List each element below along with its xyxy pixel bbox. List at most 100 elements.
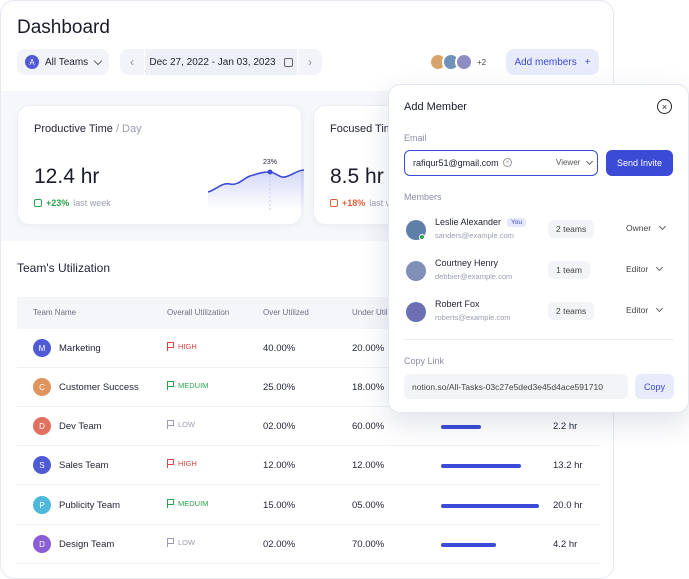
- utilization-bar-fill: [441, 425, 481, 429]
- team-name: Dev Team: [59, 421, 102, 432]
- under-utilized-value: 12.00%: [352, 460, 385, 471]
- team-name: Customer Success: [59, 382, 139, 393]
- share-link-field[interactable]: notion.so/All-Tasks-03c27e5ded3e45d4ace5…: [404, 374, 628, 399]
- member-row: Leslie Alexander You sanders@example.com 2 …: [404, 217, 674, 247]
- chevron-down-icon: [93, 56, 103, 65]
- email-field[interactable]: rafiqur51@gmail.com × Viewer: [404, 150, 598, 176]
- card-value: 8.5 hr: [330, 165, 384, 188]
- under-utilized-value: 60.00%: [352, 421, 385, 432]
- team-avatar: P: [33, 496, 51, 514]
- card-title-text: Productive Time: [34, 123, 113, 135]
- column-header: Team Name: [33, 308, 77, 317]
- member-email: sanders@example.com: [435, 231, 514, 240]
- clear-icon[interactable]: ×: [503, 158, 512, 167]
- add-members-label: Add members: [514, 56, 577, 68]
- member-name: Courtney Henry: [435, 258, 498, 268]
- team-count-badge: 1 team: [548, 261, 590, 279]
- calendar-icon: [283, 57, 293, 67]
- card-subtitle: / Day: [115, 123, 142, 135]
- team-avatar: S: [33, 456, 51, 474]
- team-avatar: C: [33, 378, 51, 396]
- member-avatar-stack[interactable]: +2: [429, 53, 486, 71]
- hours-value: 20.0 hr: [553, 500, 583, 511]
- role-select[interactable]: Viewer: [556, 157, 594, 167]
- team-name: Publicity Team: [59, 500, 121, 511]
- member-row: Courtney Henry debbier@example.com 1 team E…: [404, 258, 674, 288]
- under-utilized-value: 18.00%: [352, 382, 385, 393]
- avatar: [455, 53, 473, 71]
- page-title: Dashboard: [17, 17, 110, 38]
- over-utilized-value: 12.00%: [263, 460, 296, 471]
- role-select-value: Viewer: [556, 158, 581, 167]
- over-utilized-value: 40.00%: [263, 343, 296, 354]
- change-suffix: last w: [369, 198, 393, 208]
- utilization-title: Team's Utilization: [17, 261, 110, 275]
- date-range-text: Dec 27, 2022 - Jan 03, 2023: [149, 56, 276, 68]
- flag-icon: [167, 459, 174, 468]
- table-row[interactable]: D Design Team LOW 02.00% 70.00% 4.2 hr: [17, 525, 599, 564]
- table-row[interactable]: P Publicity Team MEDUIM 15.00% 05.00% 20.0 hr: [17, 486, 599, 525]
- priority-label: MEDUIM: [178, 499, 209, 508]
- column-header: Under Utili: [352, 308, 390, 317]
- date-range-picker: ‹ Dec 27, 2022 - Jan 03, 2023 ›: [120, 49, 322, 75]
- over-utilized-value: 02.00%: [263, 421, 296, 432]
- member-role-select[interactable]: Editor: [626, 304, 664, 315]
- email-label: Email: [404, 133, 427, 143]
- hours-value: 4.2 hr: [553, 539, 578, 550]
- utilization-bar-fill: [441, 504, 539, 508]
- member-role-value: Editor: [626, 264, 649, 274]
- priority-badge: LOW: [167, 538, 195, 547]
- team-avatar: M: [33, 339, 51, 357]
- member-role-value: Editor: [626, 305, 649, 315]
- productive-time-card: Productive Time / Day 12.4 hr +23% last …: [17, 105, 305, 225]
- send-invite-button[interactable]: Send Invite: [606, 150, 673, 176]
- copy-link-label: Copy Link: [404, 356, 445, 366]
- under-utilized-value: 70.00%: [352, 539, 385, 550]
- chevron-left-icon[interactable]: ‹: [130, 55, 134, 69]
- priority-badge: MEDUIM: [167, 499, 208, 508]
- table-row[interactable]: S Sales Team HIGH 12.00% 12.00% 13.2 hr: [17, 446, 599, 485]
- avatar: [406, 302, 426, 322]
- team-select[interactable]: A All Teams: [17, 49, 109, 75]
- trend-up-icon: [34, 199, 42, 207]
- card-value: 12.4 hr: [34, 165, 100, 188]
- over-utilized-value: 15.00%: [263, 500, 296, 511]
- member-email: debbier@example.com: [435, 272, 513, 281]
- you-badge: You: [507, 217, 527, 227]
- avatar: [406, 261, 426, 281]
- chevron-down-icon: [656, 304, 664, 313]
- add-members-button[interactable]: Add members +: [506, 49, 599, 75]
- table-row[interactable]: C Customer Success MEDUIM 25.00% 18.00%: [17, 368, 599, 407]
- avatar-overflow-count: +2: [477, 57, 487, 67]
- close-icon[interactable]: ×: [657, 99, 672, 114]
- priority-badge: MEDUIM: [167, 381, 208, 390]
- priority-label: LOW: [178, 538, 196, 547]
- member-role-select[interactable]: Editor: [626, 263, 664, 274]
- chevron-down-icon: [659, 222, 667, 231]
- copy-button[interactable]: Copy: [635, 374, 674, 399]
- team-name: Marketing: [59, 343, 101, 354]
- divider: [404, 339, 674, 340]
- priority-badge: HIGH: [167, 459, 197, 468]
- member-role-select[interactable]: Owner: [626, 222, 667, 233]
- card-title: Focused Time: [330, 123, 400, 135]
- over-utilized-value: 25.00%: [263, 382, 296, 393]
- sparkline-peak-label: 23%: [263, 159, 277, 166]
- hours-value: 2.2 hr: [553, 421, 578, 432]
- card-change: +18% last w: [330, 198, 392, 208]
- team-count-badge: 2 teams: [548, 302, 595, 320]
- card-change: +23% last week: [34, 198, 111, 208]
- sparkline-marker: [267, 169, 273, 175]
- member-name: Leslie Alexander You: [435, 217, 527, 227]
- date-range-display[interactable]: Dec 27, 2022 - Jan 03, 2023: [144, 49, 298, 75]
- table-row[interactable]: M Marketing HIGH 40.00% 20.00%: [17, 329, 599, 368]
- utilization-bar-fill: [441, 464, 521, 468]
- team-name: Sales Team: [59, 460, 109, 471]
- table-row[interactable]: D Dev Team LOW 02.00% 60.00% 2.2 hr: [17, 407, 599, 446]
- chevron-right-icon[interactable]: ›: [308, 55, 312, 69]
- utilization-bar: [441, 504, 541, 508]
- sparkline-chart: 23%: [208, 159, 305, 210]
- change-value: +18%: [342, 198, 366, 208]
- utilization-bar: [441, 464, 541, 468]
- flag-icon: [167, 342, 174, 351]
